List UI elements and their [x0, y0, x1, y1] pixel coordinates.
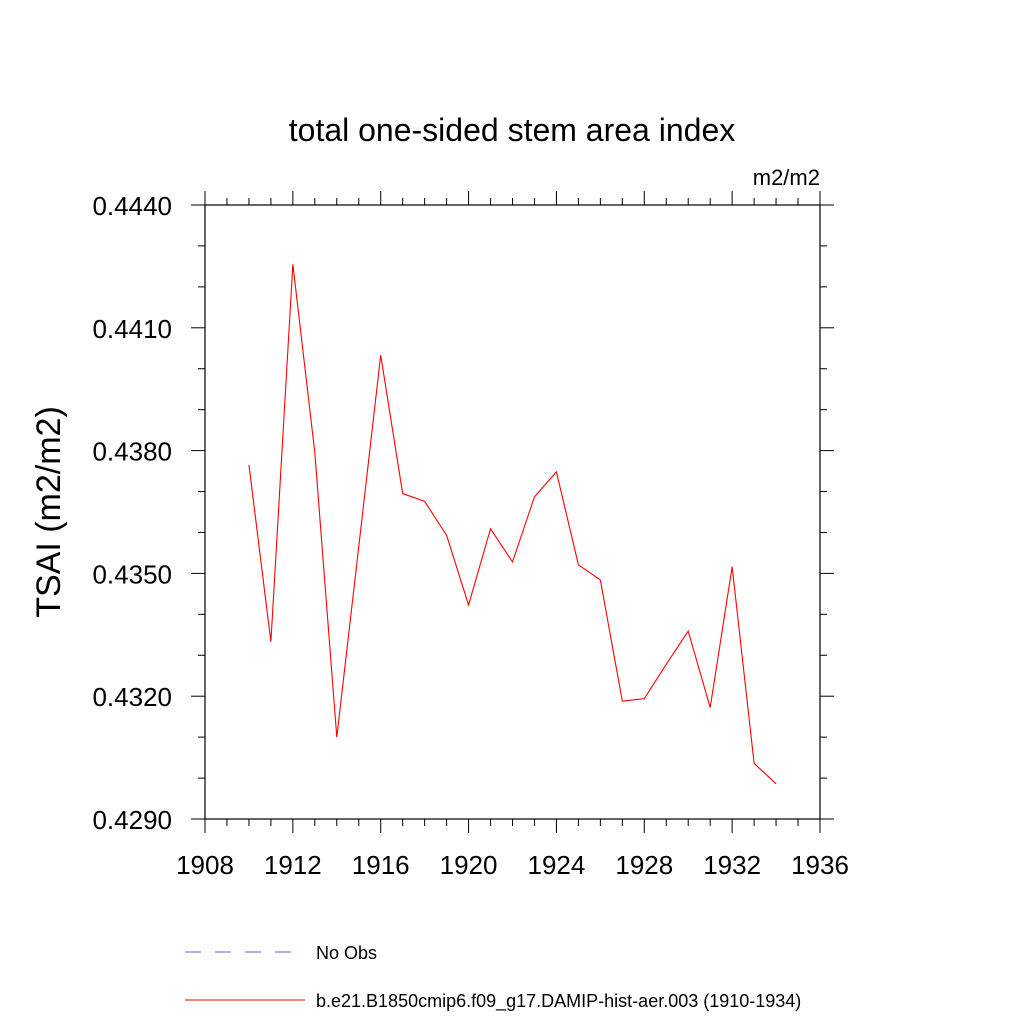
x-tick-label: 1920 [440, 850, 498, 880]
units-label: m2/m2 [753, 165, 820, 190]
x-tick-label: 1928 [615, 850, 673, 880]
y-tick-label: 0.4350 [92, 559, 172, 589]
y-tick-label: 0.4410 [92, 314, 172, 344]
series-line [248, 264, 777, 785]
series-layer [248, 264, 777, 785]
x-tick-label: 1932 [703, 850, 761, 880]
y-tick-label: 0.4320 [92, 682, 172, 712]
x-tick-label: 1924 [528, 850, 586, 880]
x-tick-label: 1916 [352, 850, 410, 880]
x-tick-label: 1908 [176, 850, 234, 880]
y-axis-label: TSAI (m2/m2) [30, 406, 68, 618]
legend-label: b.e21.B1850cmip6.f09_g17.DAMIP-hist-aer.… [316, 991, 801, 1012]
y-tick-label: 0.4440 [92, 191, 172, 221]
x-tick-label: 1936 [791, 850, 849, 880]
chart-title: total one-sided stem area index [289, 112, 735, 148]
legend: No Obs b.e21.B1850cmip6.f09_g17.DAMIP-his… [185, 943, 801, 1012]
plot-frame [204, 204, 821, 820]
x-tick-label: 1912 [264, 850, 322, 880]
y-tick-label: 0.4380 [92, 437, 172, 467]
legend-label: No Obs [316, 943, 377, 963]
y-tick-label: 0.4290 [92, 805, 172, 835]
axes: 1908 1912 1916 1920 1924 1928 1932 1936 0.4290 0.… [92, 191, 849, 880]
